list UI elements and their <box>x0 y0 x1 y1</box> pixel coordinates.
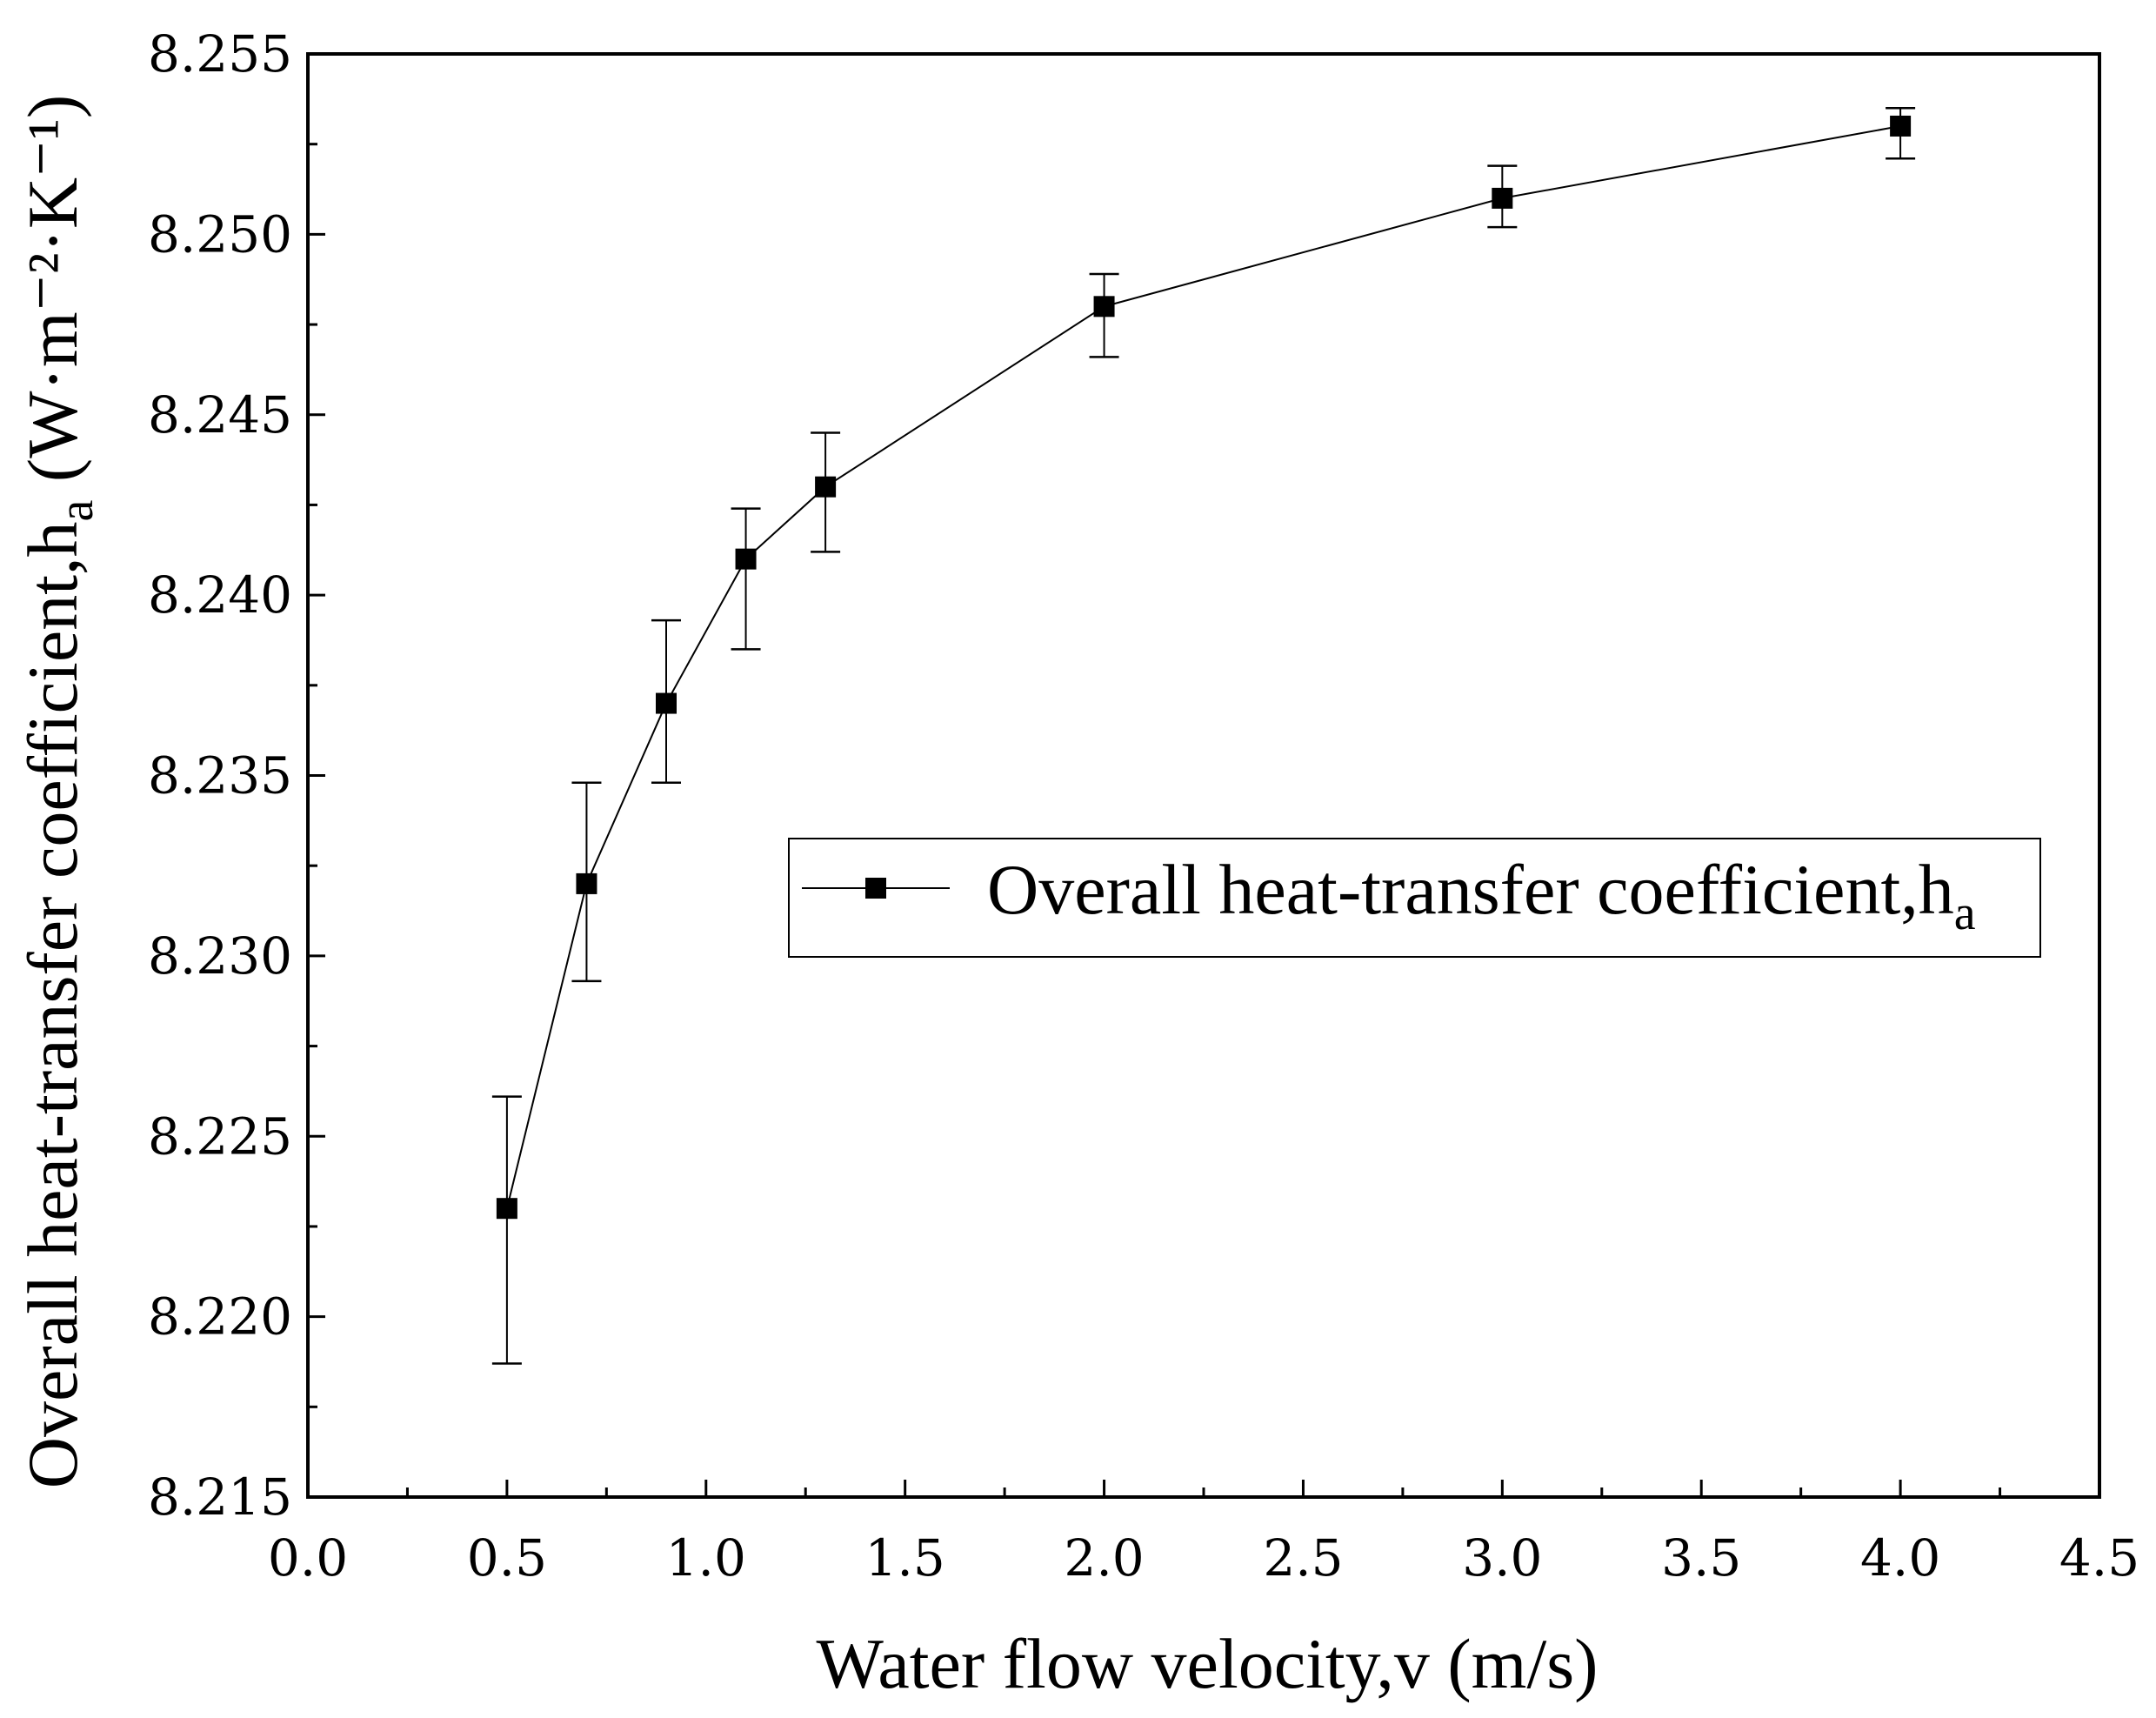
y-tick-label: 8.215 <box>148 1467 292 1527</box>
x-tick-label: 2.5 <box>1263 1528 1343 1588</box>
legend-marker <box>865 878 886 899</box>
y-axis-title: Overall heat-transfer coefficient,ha (W·… <box>13 95 103 1488</box>
x-tick-label: 3.5 <box>1661 1528 1741 1588</box>
x-tick-label: 1.0 <box>666 1528 746 1588</box>
legend-label-subscript: a <box>1954 886 1976 940</box>
y-axis-title-main: Overall heat-transfer coefficient,h <box>13 521 92 1488</box>
y-tick-label: 8.225 <box>148 1106 292 1166</box>
y-tick-label: 8.245 <box>148 385 292 445</box>
plot-area <box>491 106 1916 1365</box>
legend: Overall heat-transfer coefficient,ha <box>788 838 2041 958</box>
data-point <box>656 692 677 714</box>
data-point <box>815 476 837 498</box>
axes: 0.0 0.5 1.0 1.5 2.0 2.5 3.0 3.5 4.0 4.5 8.215 8.220… <box>148 24 2139 1588</box>
y-axis-title-unit: (W·m⁻²·K⁻¹) <box>13 95 92 500</box>
x-axis-title: Water flow velocity,v (m/s) <box>817 1624 1599 1703</box>
x-tick-label: 4.0 <box>1860 1528 1940 1588</box>
y-tick-label: 8.255 <box>148 24 292 84</box>
y-tick-label: 8.235 <box>148 746 292 806</box>
data-point <box>1093 296 1115 318</box>
x-tick-label: 0.0 <box>268 1528 348 1588</box>
y-tick-label: 8.250 <box>148 204 292 264</box>
y-axis-title-subscript: a <box>50 499 103 521</box>
x-tick-label: 3.0 <box>1462 1528 1542 1588</box>
legend-label-main: Overall heat-transfer coefficient,h <box>987 850 1954 929</box>
y-tick-label: 8.240 <box>148 565 292 625</box>
series-line <box>505 124 1901 1209</box>
y-tick-label: 8.220 <box>148 1287 292 1347</box>
x-tick-label: 1.5 <box>865 1528 945 1588</box>
legend-box <box>788 838 2041 958</box>
x-tick-label: 0.5 <box>467 1528 547 1588</box>
data-point <box>496 1198 517 1220</box>
plot-frame <box>306 52 2101 1499</box>
data-point <box>576 872 597 894</box>
y-tick-label: 8.230 <box>148 926 292 986</box>
data-point <box>1890 115 1912 137</box>
data-point <box>1492 187 1513 209</box>
x-tick-label: 4.5 <box>2059 1528 2139 1588</box>
legend-label: Overall heat-transfer coefficient,ha <box>987 850 1976 940</box>
data-point <box>735 548 757 570</box>
x-tick-label: 2.0 <box>1064 1528 1144 1588</box>
